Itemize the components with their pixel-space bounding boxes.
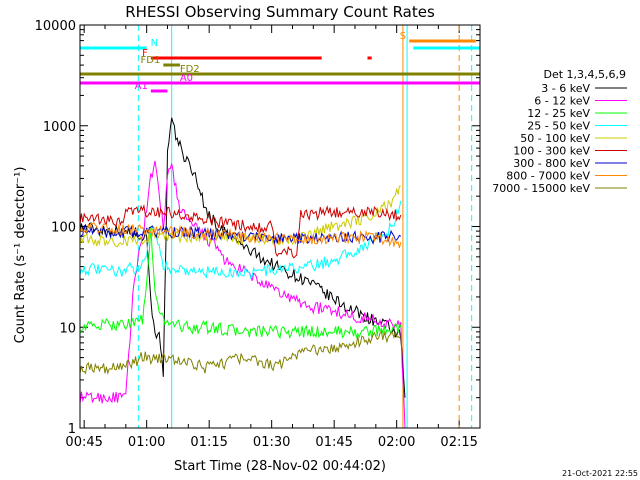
y-tick-label: 10 — [59, 321, 76, 336]
series-line-25-50-kev — [79, 200, 402, 280]
flag-label-fd1: FD1 — [141, 55, 161, 66]
legend-entry-label: 12 - 25 keV — [527, 107, 590, 120]
x-tick-label: 02:00 — [378, 435, 415, 450]
y-tick-label: 10000 — [35, 19, 76, 34]
x-tick-label: 01:00 — [128, 435, 165, 450]
legend-entry-label: 50 - 100 keV — [520, 132, 590, 145]
flag-label-f: F — [142, 48, 148, 59]
x-tick-label: 01:45 — [315, 435, 352, 450]
legend-entry-label: 300 - 800 keV — [513, 157, 590, 170]
legend-entry-label: 800 - 7000 keV — [506, 170, 590, 183]
legend-entry-label: 3 - 6 keV — [541, 82, 590, 95]
flag-label-n: N — [151, 38, 158, 49]
x-tick-label: 01:30 — [253, 435, 290, 450]
flag-label-a0: A0 — [180, 73, 193, 84]
series-line-7000-15000-kev — [79, 329, 402, 375]
plot-frame — [79, 24, 481, 429]
legend-entry-label: 7000 - 15000 keV — [492, 182, 590, 195]
flag-label-a1: A1 — [135, 81, 148, 92]
x-tick-label: 01:15 — [190, 435, 227, 450]
legend-entry-label: 25 - 50 keV — [527, 120, 590, 133]
x-tick-label: 00:45 — [65, 435, 102, 450]
series-line-12-25-kev — [79, 226, 402, 340]
y-tick-label: 1 — [68, 422, 76, 437]
legend-entry-label: 6 - 12 keV — [534, 95, 590, 108]
x-tick-label: 02:15 — [440, 435, 477, 450]
x-axis-label: Start Time (28-Nov-02 00:44:02) — [174, 459, 386, 474]
footer-timestamp: 21-Oct-2021 22:55 — [562, 469, 638, 478]
series-line-800-7000-kev — [79, 222, 402, 249]
flag-label-s: S — [400, 31, 406, 42]
series-line-100-300-kev — [79, 203, 402, 259]
legend-entry-label: 100 - 300 keV — [513, 145, 590, 158]
plot-area: 1 10 100 1000 10000 00:45 01:00 01:15 01:30 01:45… — [35, 19, 481, 450]
legend-title: Det 1,3,4,5,6,9 — [543, 68, 626, 81]
y-axis-label: Count Rate (s⁻¹ detector⁻¹) — [13, 167, 28, 344]
chart-title: RHESSI Observing Summary Count Rates — [125, 3, 435, 21]
series-line-6-12-kev — [79, 160, 406, 429]
y-tick-label: 1000 — [43, 120, 76, 135]
y-tick-label: 100 — [51, 221, 76, 236]
flag-label-fd2: FD2 — [180, 64, 200, 75]
